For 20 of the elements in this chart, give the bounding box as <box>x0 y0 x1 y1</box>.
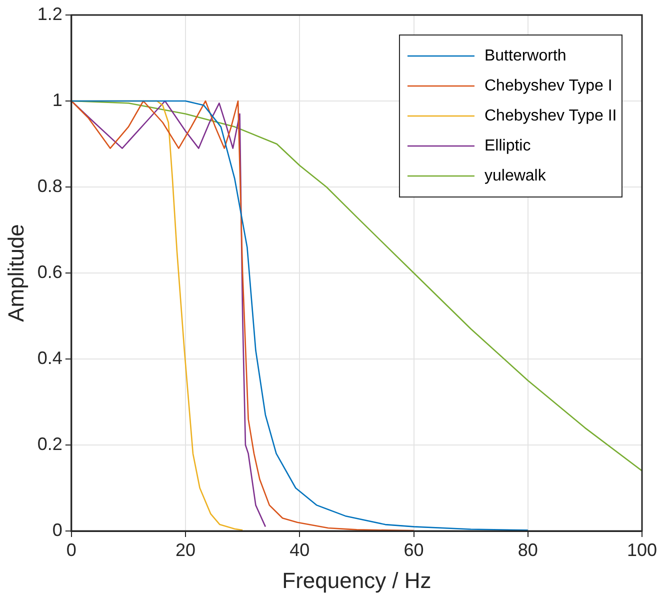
y-axis-title: Amplitude <box>3 224 28 322</box>
x-tick-label: 60 <box>404 540 424 560</box>
legend-label: Chebyshev Type I <box>484 77 612 94</box>
y-tick-label: 0.6 <box>37 262 62 282</box>
y-tick-label: 0.8 <box>37 176 62 196</box>
legend-label: Butterworth <box>484 47 566 64</box>
x-tick-label: 40 <box>290 540 310 560</box>
x-tick-label: 20 <box>176 540 196 560</box>
legend-label: Elliptic <box>484 137 531 154</box>
x-axis-title: Frequency / Hz <box>282 568 432 593</box>
x-tick-label: 80 <box>518 540 538 560</box>
y-tick-label: 1 <box>52 90 62 110</box>
x-tick-label: 100 <box>626 540 658 560</box>
y-tick-label: 0 <box>52 520 62 540</box>
legend-label: yulewalk <box>484 167 547 184</box>
y-tick-label: 0.4 <box>37 348 62 368</box>
y-tick-label: 0.2 <box>37 434 62 454</box>
y-tick-label: 1.2 <box>37 4 62 24</box>
x-tick-label: 0 <box>66 540 76 560</box>
legend-label: Chebyshev Type II <box>484 107 617 124</box>
